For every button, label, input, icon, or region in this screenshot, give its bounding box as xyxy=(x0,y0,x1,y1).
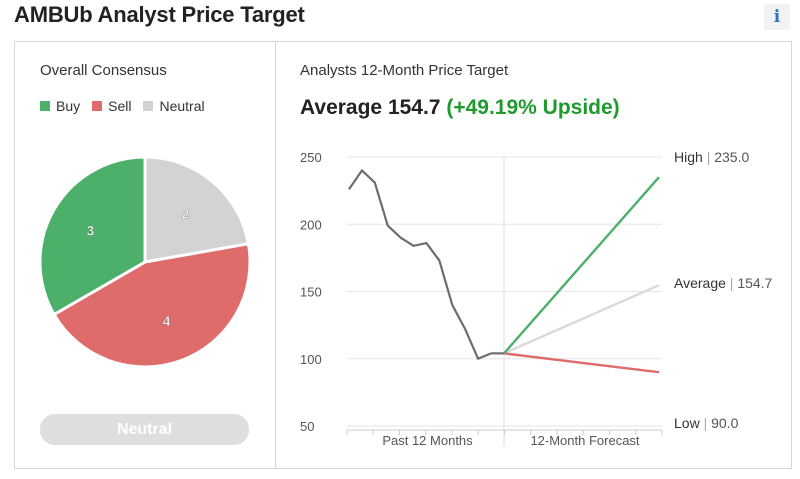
y-tick-label: 200 xyxy=(300,217,322,232)
legend-label-buy: Buy xyxy=(56,98,81,114)
consensus-title: Overall Consensus xyxy=(40,62,167,79)
pie-svg: 2 4 3 xyxy=(38,155,252,369)
history-price-line xyxy=(348,169,492,360)
forecast-line-low xyxy=(503,352,660,374)
consensus-pie-chart: 2 4 3 xyxy=(38,155,252,374)
legend-swatch-neutral xyxy=(143,101,154,111)
target-label-high: High | 235.0 xyxy=(674,149,749,165)
y-tick-label: 50 xyxy=(300,419,314,434)
pie-slice-sell xyxy=(52,242,252,369)
legend-item-buy: Buy xyxy=(40,98,80,114)
y-tick-label: 100 xyxy=(300,352,322,367)
y-tick-label: 150 xyxy=(300,285,322,300)
legend-swatch-buy xyxy=(40,101,50,111)
target-title: Analysts 12-Month Price Target xyxy=(300,62,509,79)
legend-label-sell: Sell xyxy=(108,98,132,114)
legend-swatch-sell xyxy=(92,101,103,111)
pie-slice-neutral xyxy=(143,155,251,264)
y-tick-label: 250 xyxy=(300,150,322,165)
forecast-line-average xyxy=(503,284,660,355)
pie-label-buy: 3 xyxy=(87,223,95,239)
legend-item-sell: Sell xyxy=(92,98,131,114)
pie-label-sell: 4 xyxy=(163,313,171,329)
pie-slice-buy xyxy=(38,155,147,317)
upside-label: (+49.19% Upside) xyxy=(446,96,620,119)
consensus-badge: Neutral xyxy=(40,414,249,445)
info-icon[interactable]: i xyxy=(764,4,790,30)
forecast-line-high xyxy=(503,176,660,355)
x-label-forecast: 12-Month Forecast xyxy=(530,433,639,448)
price-target-panel xyxy=(14,41,792,469)
target-label-average: Average | 154.7 xyxy=(674,275,773,291)
legend-item-neutral: Neutral xyxy=(143,98,205,114)
target-label-low: Low | 90.0 xyxy=(674,415,739,431)
page-title: AMBUb Analyst Price Target xyxy=(14,2,305,27)
panel-divider xyxy=(275,41,276,469)
price-target-chart: 250 200 150 100 50 Past 12 Months 12-Month For… xyxy=(290,140,780,457)
average-summary: Average 154.7 (+49.19% Upside) xyxy=(300,96,620,120)
consensus-legend: Buy Sell Neutral xyxy=(40,98,217,114)
x-label-past: Past 12 Months xyxy=(382,433,473,448)
pie-label-neutral: 2 xyxy=(182,206,190,222)
average-label: Average 154.7 xyxy=(300,96,441,119)
legend-label-neutral: Neutral xyxy=(159,98,205,114)
line-chart-svg: 250 200 150 100 50 Past 12 Months 12-Month For… xyxy=(300,149,773,448)
